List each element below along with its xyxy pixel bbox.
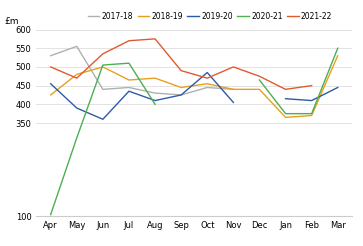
2019-20 — [205, 71, 209, 74]
2017-18 — [74, 45, 79, 48]
2021-22 — [284, 88, 288, 91]
2021-22 — [310, 84, 314, 87]
2019-20 — [74, 107, 79, 109]
2018-19 — [257, 88, 262, 91]
2021-22 — [127, 39, 131, 42]
Line: 2017-18: 2017-18 — [51, 46, 233, 95]
2019-20 — [310, 99, 314, 102]
2018-19 — [74, 73, 79, 76]
2017-18 — [153, 92, 157, 94]
2021-22 — [231, 65, 236, 68]
2020-21 — [335, 47, 340, 50]
2017-18 — [205, 86, 209, 89]
Line: 2019-20: 2019-20 — [51, 73, 233, 119]
2019-20 — [49, 82, 53, 85]
2018-19 — [310, 114, 314, 117]
2017-18 — [179, 93, 183, 96]
2021-22 — [101, 52, 105, 55]
Line: 2018-19: 2018-19 — [51, 56, 338, 117]
2019-20 — [127, 90, 131, 93]
2020-21 — [153, 103, 157, 106]
2021-22 — [179, 69, 183, 72]
2020-21 — [310, 112, 314, 115]
2017-18 — [101, 88, 105, 91]
2018-19 — [205, 82, 209, 85]
2020-21 — [257, 78, 262, 81]
Line: 2019-20: 2019-20 — [286, 88, 338, 101]
2021-22 — [153, 37, 157, 40]
2017-18 — [231, 88, 236, 91]
2020-21 — [101, 63, 105, 66]
2017-18 — [49, 54, 53, 57]
2018-19 — [153, 77, 157, 80]
2020-21 — [74, 137, 79, 139]
2018-19 — [284, 116, 288, 119]
2017-18 — [127, 86, 131, 89]
2018-19 — [335, 54, 340, 57]
2021-22 — [74, 77, 79, 80]
2018-19 — [49, 93, 53, 96]
Line: 2020-21: 2020-21 — [260, 48, 338, 114]
2021-22 — [49, 65, 53, 68]
2019-20 — [231, 101, 236, 104]
2019-20 — [153, 99, 157, 102]
2021-22 — [257, 75, 262, 78]
Legend: 2017-18, 2018-19, 2019-20, 2020-21, 2021-22: 2017-18, 2018-19, 2019-20, 2020-21, 2021… — [85, 9, 335, 24]
2021-22 — [205, 77, 209, 80]
2020-21 — [49, 213, 53, 216]
2019-20 — [284, 97, 288, 100]
2019-20 — [101, 118, 105, 121]
2020-21 — [284, 112, 288, 115]
Line: 2021-22: 2021-22 — [51, 39, 312, 89]
2019-20 — [179, 93, 183, 96]
2018-19 — [127, 78, 131, 81]
2019-20 — [335, 86, 340, 89]
2018-19 — [179, 86, 183, 89]
Line: 2020-21: 2020-21 — [51, 63, 155, 215]
2018-19 — [101, 65, 105, 68]
2018-19 — [231, 88, 236, 91]
2020-21 — [127, 62, 131, 65]
Text: £m: £m — [5, 17, 19, 26]
